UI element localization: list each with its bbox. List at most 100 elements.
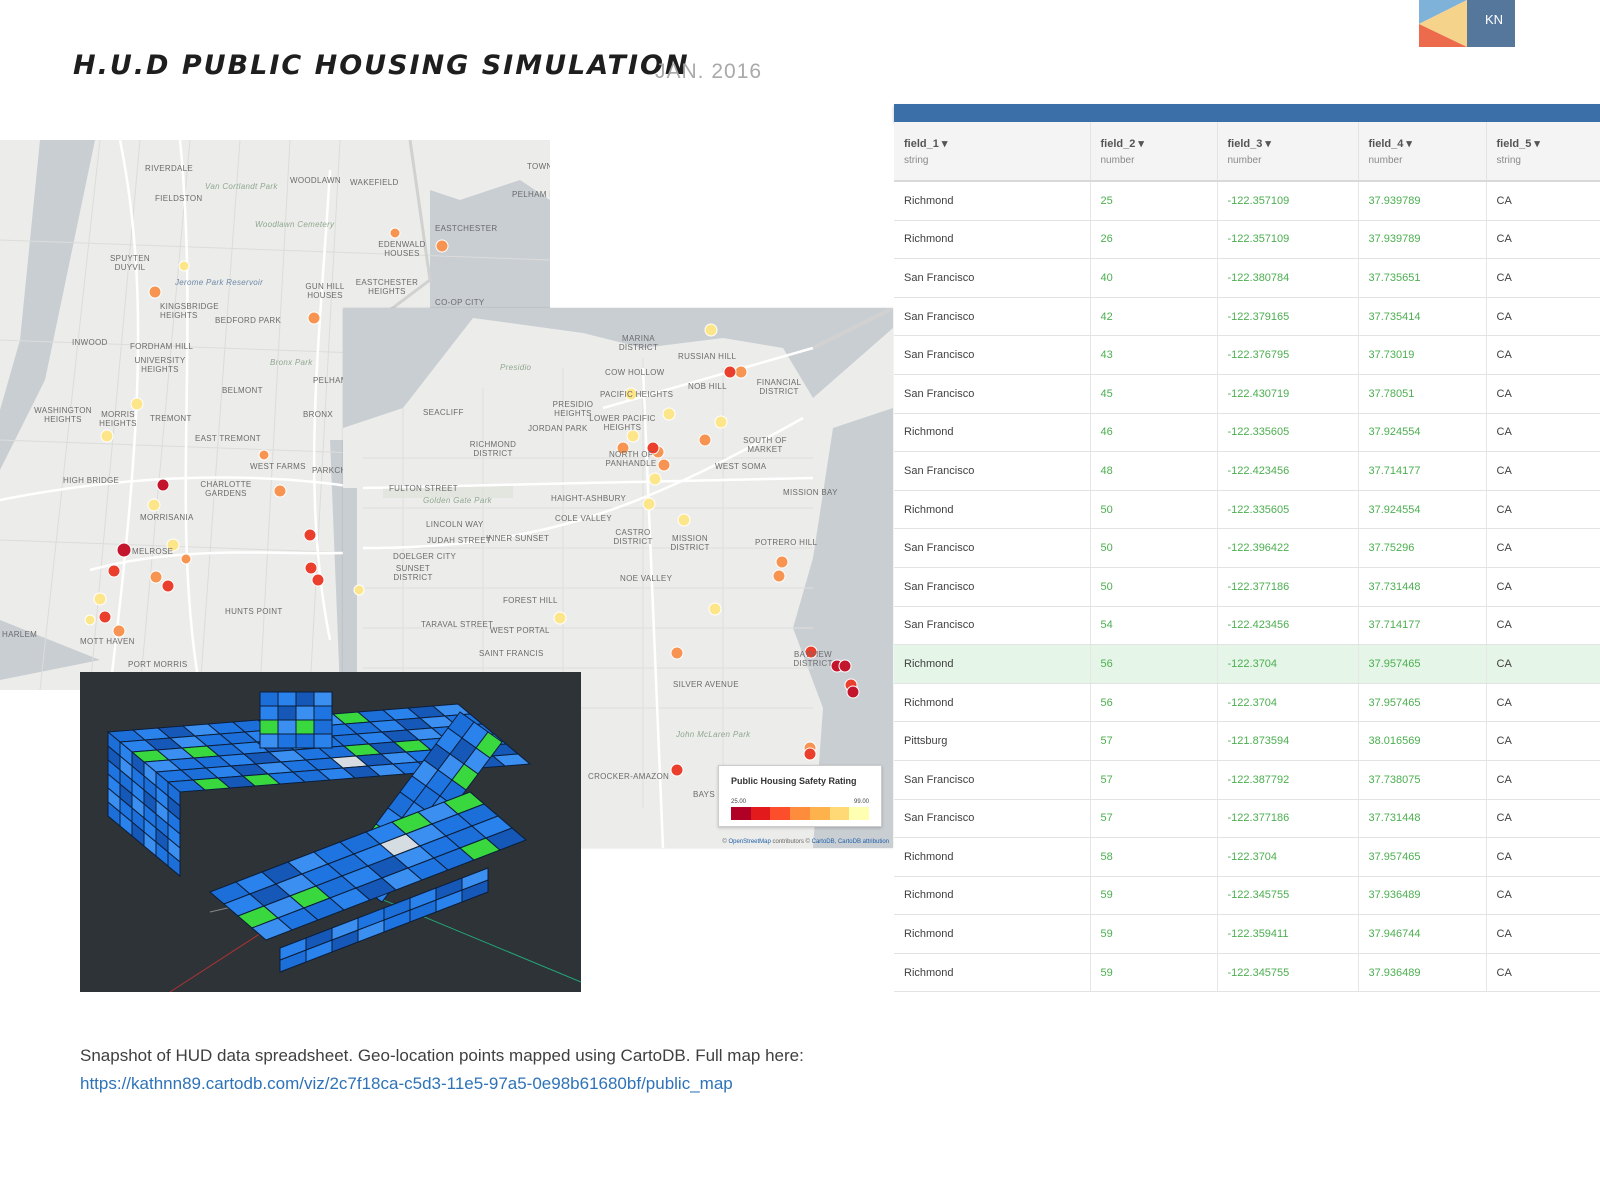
table-cell[interactable]: Richmond (894, 683, 1091, 723)
table-cell[interactable]: San Francisco (894, 335, 1091, 375)
table-cell[interactable]: 37.731448 (1358, 567, 1487, 607)
table-cell[interactable]: 37.738075 (1358, 760, 1487, 800)
table-cell[interactable]: -122.345755 (1217, 953, 1359, 993)
table-cell[interactable]: Richmond (894, 837, 1091, 877)
table-cell[interactable]: 37.924554 (1358, 413, 1487, 453)
table-cell[interactable]: Pittsburg (894, 721, 1091, 761)
table-cell[interactable]: CA (1486, 683, 1600, 723)
table-cell[interactable]: CA (1486, 760, 1600, 800)
table-cell[interactable]: -122.380784 (1217, 258, 1359, 298)
table-cell[interactable]: 43 (1090, 335, 1218, 375)
table-cell[interactable]: CA (1486, 413, 1600, 453)
table-row[interactable]: Richmond 59 -122.359411 37.946744 CA (894, 914, 1600, 954)
table-cell[interactable]: 57 (1090, 760, 1218, 800)
table-cell[interactable]: CA (1486, 490, 1600, 530)
column-header[interactable]: field_4 ▾ number (1358, 122, 1487, 182)
table-cell[interactable]: San Francisco (894, 567, 1091, 607)
table-cell[interactable]: -122.3704 (1217, 644, 1359, 684)
table-cell[interactable]: 57 (1090, 799, 1218, 839)
table-cell[interactable]: Richmond (894, 413, 1091, 453)
table-row[interactable]: San Francisco 57 -122.377186 37.731448 CA (894, 799, 1600, 839)
table-cell[interactable]: 37.73019 (1358, 335, 1487, 375)
table-cell[interactable]: CA (1486, 876, 1600, 916)
table-cell[interactable]: -122.377186 (1217, 799, 1359, 839)
table-cell[interactable]: -122.3704 (1217, 683, 1359, 723)
table-row[interactable]: San Francisco 42 -122.379165 37.735414 CA (894, 297, 1600, 337)
table-cell[interactable]: 37.714177 (1358, 451, 1487, 491)
cartodb-link[interactable]: CartoDB (811, 839, 835, 845)
table-cell[interactable]: 59 (1090, 914, 1218, 954)
table-cell[interactable]: CA (1486, 258, 1600, 298)
table-cell[interactable]: -122.357109 (1217, 220, 1359, 260)
table-cell[interactable]: 37.731448 (1358, 799, 1487, 839)
table-row[interactable]: Richmond 59 -122.345755 37.936489 CA (894, 876, 1600, 916)
table-cell[interactable]: 50 (1090, 528, 1218, 568)
table-cell[interactable]: -122.423456 (1217, 451, 1359, 491)
table-cell[interactable]: CA (1486, 451, 1600, 491)
table-cell[interactable]: 37.939789 (1358, 220, 1487, 260)
table-cell[interactable]: 37.78051 (1358, 374, 1487, 414)
table-cell[interactable]: Richmond (894, 644, 1091, 684)
table-cell[interactable]: 42 (1090, 297, 1218, 337)
table-cell[interactable]: -122.345755 (1217, 876, 1359, 916)
table-cell[interactable]: 54 (1090, 606, 1218, 646)
table-cell[interactable]: 38.016569 (1358, 721, 1487, 761)
table-cell[interactable]: San Francisco (894, 258, 1091, 298)
column-header[interactable]: field_2 ▾ number (1090, 122, 1218, 182)
hud-data-spreadsheet[interactable]: field_1 ▾ string field_2 ▾ number field_3 ▾ n… (894, 104, 1600, 993)
table-cell[interactable]: 57 (1090, 721, 1218, 761)
table-cell[interactable]: 37.939789 (1358, 181, 1487, 221)
table-cell[interactable]: CA (1486, 914, 1600, 954)
table-cell[interactable]: 48 (1090, 451, 1218, 491)
table-cell[interactable]: Richmond (894, 220, 1091, 260)
table-row[interactable]: San Francisco 54 -122.423456 37.714177 CA (894, 606, 1600, 646)
table-cell[interactable]: 56 (1090, 683, 1218, 723)
3d-housing-simulation-render[interactable] (80, 672, 581, 992)
table-cell[interactable]: -122.359411 (1217, 914, 1359, 954)
table-cell[interactable]: 37.735651 (1358, 258, 1487, 298)
table-cell[interactable]: CA (1486, 837, 1600, 877)
table-row[interactable]: Pittsburg 57 -121.873594 38.016569 CA (894, 721, 1600, 761)
table-cell[interactable]: 45 (1090, 374, 1218, 414)
table-cell[interactable]: -122.430719 (1217, 374, 1359, 414)
table-cell[interactable]: Richmond (894, 181, 1091, 221)
table-cell[interactable]: 37.735414 (1358, 297, 1487, 337)
table-row[interactable]: Richmond 26 -122.357109 37.939789 CA (894, 220, 1600, 260)
table-cell[interactable]: -122.396422 (1217, 528, 1359, 568)
table-cell[interactable]: CA (1486, 335, 1600, 375)
table-cell[interactable]: CA (1486, 721, 1600, 761)
table-cell[interactable]: 37.957465 (1358, 683, 1487, 723)
table-cell[interactable]: CA (1486, 799, 1600, 839)
table-row[interactable]: Richmond 58 -122.3704 37.957465 CA (894, 837, 1600, 877)
table-cell[interactable]: 50 (1090, 490, 1218, 530)
table-cell[interactable]: 59 (1090, 876, 1218, 916)
table-cell[interactable]: San Francisco (894, 799, 1091, 839)
table-row[interactable]: Richmond 46 -122.335605 37.924554 CA (894, 413, 1600, 453)
table-cell[interactable]: -121.873594 (1217, 721, 1359, 761)
table-cell[interactable]: San Francisco (894, 451, 1091, 491)
table-cell[interactable]: 37.946744 (1358, 914, 1487, 954)
table-row[interactable]: Richmond 56 -122.3704 37.957465 CA (894, 683, 1600, 723)
table-cell[interactable]: CA (1486, 567, 1600, 607)
table-cell[interactable]: 58 (1090, 837, 1218, 877)
table-cell[interactable]: 40 (1090, 258, 1218, 298)
table-cell[interactable]: CA (1486, 953, 1600, 993)
table-row[interactable]: San Francisco 43 -122.376795 37.73019 CA (894, 335, 1600, 375)
table-cell[interactable]: -122.377186 (1217, 567, 1359, 607)
table-cell[interactable]: 59 (1090, 953, 1218, 993)
table-row[interactable]: San Francisco 50 -122.396422 37.75296 CA (894, 528, 1600, 568)
table-cell[interactable]: CA (1486, 181, 1600, 221)
table-cell[interactable]: CA (1486, 374, 1600, 414)
table-cell[interactable]: -122.335605 (1217, 413, 1359, 453)
table-cell[interactable]: CA (1486, 606, 1600, 646)
column-header[interactable]: field_3 ▾ number (1217, 122, 1359, 182)
table-row[interactable]: San Francisco 50 -122.377186 37.731448 CA (894, 567, 1600, 607)
table-row[interactable]: San Francisco 45 -122.430719 37.78051 CA (894, 374, 1600, 414)
osm-link[interactable]: OpenStreetMap (728, 839, 771, 845)
table-cell[interactable]: 26 (1090, 220, 1218, 260)
table-cell[interactable]: San Francisco (894, 528, 1091, 568)
table-cell[interactable]: 37.936489 (1358, 953, 1487, 993)
table-cell[interactable]: -122.379165 (1217, 297, 1359, 337)
table-row[interactable]: Richmond 56 -122.3704 37.957465 CA (894, 644, 1600, 684)
table-row[interactable]: San Francisco 48 -122.423456 37.714177 CA (894, 451, 1600, 491)
